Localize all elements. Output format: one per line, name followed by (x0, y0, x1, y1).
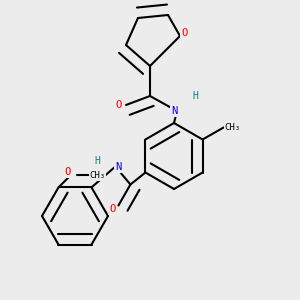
Text: O: O (109, 203, 116, 214)
Text: N: N (171, 106, 177, 116)
Text: O: O (182, 28, 188, 38)
Text: CH₃: CH₃ (89, 171, 106, 180)
Text: H: H (192, 91, 198, 101)
Text: N: N (115, 161, 122, 172)
Text: O: O (116, 100, 122, 110)
Text: O: O (64, 167, 70, 177)
Text: H: H (94, 155, 100, 166)
Text: CH₃: CH₃ (224, 123, 241, 132)
